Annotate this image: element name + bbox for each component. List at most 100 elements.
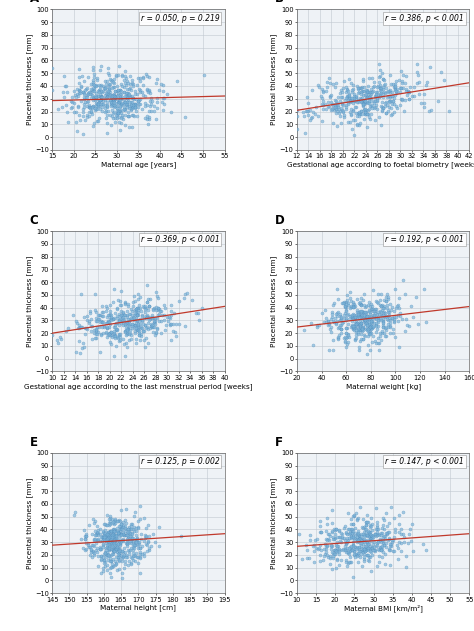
Point <box>357 107 365 117</box>
Point <box>365 329 373 339</box>
Point <box>148 313 155 323</box>
Point <box>326 78 334 88</box>
Point <box>107 300 114 310</box>
Point <box>361 524 369 534</box>
Point <box>54 335 61 345</box>
Point <box>104 316 111 326</box>
Point <box>119 522 127 532</box>
Point <box>349 105 357 115</box>
Point <box>339 107 346 117</box>
Point <box>145 301 153 311</box>
Point <box>130 316 138 326</box>
Point <box>130 319 138 329</box>
Point <box>90 92 97 102</box>
Point <box>331 549 338 559</box>
Point <box>113 101 121 111</box>
Point <box>110 284 118 294</box>
Point <box>374 298 382 308</box>
Point <box>365 326 372 336</box>
Point <box>145 531 153 541</box>
Point <box>380 307 388 317</box>
Point <box>109 526 117 536</box>
Point <box>82 323 89 333</box>
Point <box>137 534 145 545</box>
Point <box>108 562 116 572</box>
Point <box>119 114 127 124</box>
Point <box>347 557 355 567</box>
Point <box>415 76 423 86</box>
Point <box>388 314 395 324</box>
Point <box>383 521 391 531</box>
Point <box>127 325 134 335</box>
Point <box>350 91 358 101</box>
Point <box>71 507 78 517</box>
Point <box>136 540 143 550</box>
Point <box>367 93 375 103</box>
Point <box>376 534 384 544</box>
Point <box>346 528 354 538</box>
Point <box>349 299 357 309</box>
Point <box>341 545 348 555</box>
Point <box>367 87 375 97</box>
Point <box>305 553 313 563</box>
Point <box>124 531 132 541</box>
Point <box>377 331 384 341</box>
Point <box>395 537 403 547</box>
Point <box>167 310 175 320</box>
Point <box>366 541 374 551</box>
Point <box>354 529 361 540</box>
Point <box>386 96 393 106</box>
Point <box>87 102 94 112</box>
Point <box>367 319 375 329</box>
Point <box>342 538 350 548</box>
Point <box>123 306 131 316</box>
Point <box>122 518 129 528</box>
Point <box>121 530 129 540</box>
Point <box>359 309 366 319</box>
Point <box>119 334 127 344</box>
Point <box>354 83 362 93</box>
Point <box>121 326 129 336</box>
Point <box>113 536 121 546</box>
Point <box>389 535 397 545</box>
Point <box>332 78 340 88</box>
Point <box>318 93 326 103</box>
Point <box>353 319 360 329</box>
Point <box>97 316 104 326</box>
Point <box>110 545 118 555</box>
Point <box>71 98 78 109</box>
Point <box>361 315 369 325</box>
Point <box>354 97 362 107</box>
Point <box>360 105 367 115</box>
Point <box>101 561 109 571</box>
Point <box>120 94 128 104</box>
Point <box>99 106 106 116</box>
Point <box>115 521 123 531</box>
Point <box>92 326 100 336</box>
Point <box>115 548 123 558</box>
Point <box>339 298 347 309</box>
Point <box>108 526 115 536</box>
Point <box>116 300 123 310</box>
Point <box>415 89 423 99</box>
Point <box>365 527 373 537</box>
Point <box>104 526 112 536</box>
Point <box>341 302 349 312</box>
Point <box>376 543 383 553</box>
Point <box>349 115 357 125</box>
Point <box>374 538 381 548</box>
Point <box>347 322 355 333</box>
Point <box>384 107 392 117</box>
Point <box>343 85 351 95</box>
Point <box>128 310 136 321</box>
Point <box>106 306 113 316</box>
Point <box>126 122 133 132</box>
Point <box>153 287 160 297</box>
Point <box>340 298 348 309</box>
Point <box>75 64 83 74</box>
Point <box>141 91 148 102</box>
Point <box>333 554 340 564</box>
Point <box>121 297 129 307</box>
Point <box>101 90 109 100</box>
Point <box>123 329 130 339</box>
